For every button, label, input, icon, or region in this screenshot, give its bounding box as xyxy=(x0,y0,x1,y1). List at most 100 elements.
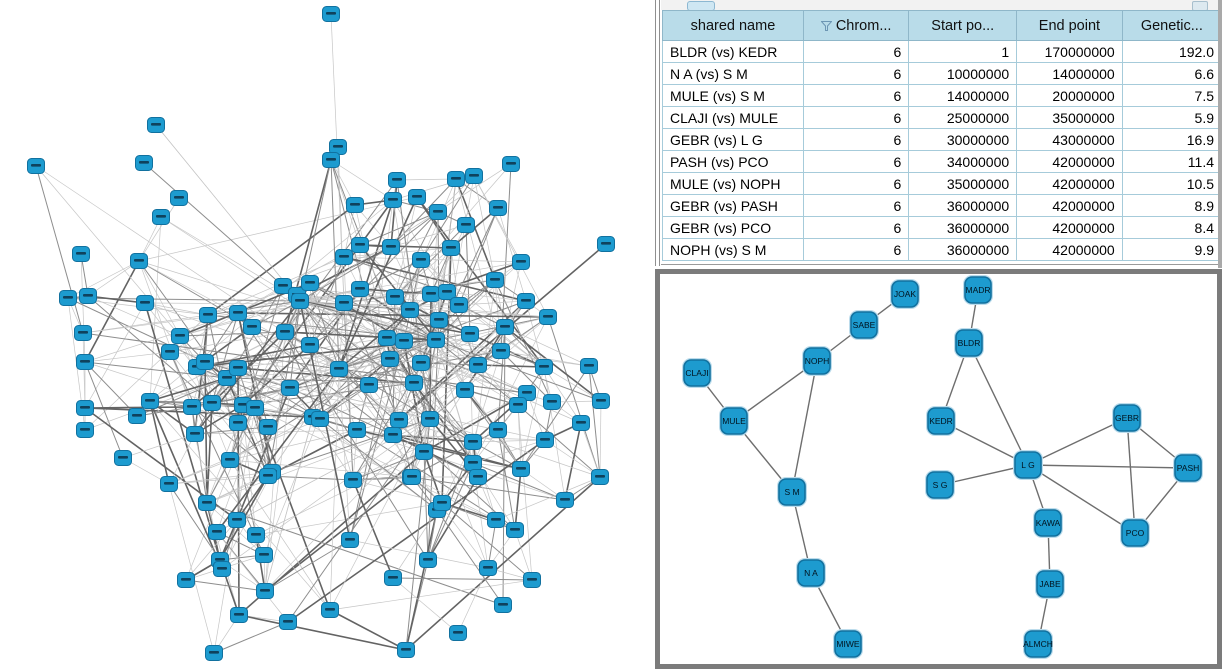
network-node[interactable] xyxy=(494,597,512,613)
graph-node-bldr[interactable]: BLDR xyxy=(954,328,984,358)
network-node[interactable] xyxy=(74,325,92,341)
table-cell[interactable]: 6 xyxy=(802,172,910,195)
network-node[interactable] xyxy=(572,415,590,431)
network-edge[interactable] xyxy=(136,406,193,417)
network-edge[interactable] xyxy=(427,509,438,561)
network-edge[interactable] xyxy=(185,579,266,592)
table-row[interactable]: GEBR (vs) L G 6 30000000 43000000 16.9 xyxy=(662,128,1222,151)
network-edge[interactable] xyxy=(473,175,549,318)
subnetwork-edge[interactable] xyxy=(1126,417,1136,534)
table-cell[interactable]: 8.4 xyxy=(1121,216,1222,239)
network-node[interactable] xyxy=(171,328,189,344)
network-edge[interactable] xyxy=(338,368,528,394)
network-node[interactable] xyxy=(246,400,264,416)
network-edge[interactable] xyxy=(196,366,321,420)
network-node[interactable] xyxy=(469,469,487,485)
network-edge[interactable] xyxy=(343,204,356,258)
network-edge[interactable] xyxy=(564,422,582,501)
network-edge[interactable] xyxy=(185,519,238,581)
network-node[interactable] xyxy=(322,152,340,168)
network-edge[interactable] xyxy=(299,300,474,443)
network-node[interactable] xyxy=(259,419,277,435)
graph-node-jabe[interactable]: JABE xyxy=(1035,569,1065,599)
network-edge[interactable] xyxy=(580,422,601,478)
network-node[interactable] xyxy=(430,312,448,328)
table-cell[interactable]: GEBR (vs) PASH xyxy=(662,194,804,217)
network-edge[interactable] xyxy=(352,479,394,579)
network-edge[interactable] xyxy=(299,300,358,431)
network-node[interactable] xyxy=(381,351,399,367)
network-edge[interactable] xyxy=(389,358,400,421)
table-cell[interactable]: N A (vs) S M xyxy=(662,62,804,85)
network-node[interactable] xyxy=(329,139,347,155)
network-edge[interactable] xyxy=(517,404,601,478)
network-node[interactable] xyxy=(419,552,437,568)
network-edge[interactable] xyxy=(500,350,553,403)
table-cell[interactable]: 42000000 xyxy=(1016,194,1123,217)
network-edge[interactable] xyxy=(284,331,429,561)
table-cell[interactable]: 6 xyxy=(802,238,910,261)
network-edge[interactable] xyxy=(435,316,549,341)
network-node[interactable] xyxy=(256,583,274,599)
network-edge[interactable] xyxy=(284,331,321,420)
network-node[interactable] xyxy=(229,360,247,376)
network-edge[interactable] xyxy=(84,302,146,409)
table-cell[interactable]: NOPH (vs) S M xyxy=(662,238,804,261)
network-edge[interactable] xyxy=(207,204,356,316)
network-edge[interactable] xyxy=(169,351,193,408)
network-edge[interactable] xyxy=(299,300,502,352)
network-edge[interactable] xyxy=(229,459,413,478)
network-node[interactable] xyxy=(390,412,408,428)
network-node[interactable] xyxy=(408,189,426,205)
graph-node-joak[interactable]: JOAK xyxy=(890,279,920,309)
network-edge[interactable] xyxy=(410,476,566,501)
network-edge[interactable] xyxy=(420,175,475,261)
table-cell[interactable]: 6.6 xyxy=(1121,62,1222,85)
network-edge[interactable] xyxy=(207,300,301,316)
table-cell[interactable]: MULE (vs) NOPH xyxy=(662,172,804,195)
network-edge[interactable] xyxy=(213,407,256,654)
graph-node-kawa[interactable]: KAWA xyxy=(1033,508,1063,538)
table-cell[interactable]: 14000000 xyxy=(1016,62,1123,85)
table-row[interactable]: N A (vs) S M 6 10000000 14000000 6.6 xyxy=(662,62,1222,85)
network-node[interactable] xyxy=(512,254,530,270)
network-node[interactable] xyxy=(281,380,299,396)
network-edge[interactable] xyxy=(204,361,291,389)
network-node[interactable] xyxy=(422,286,440,302)
network-node[interactable] xyxy=(170,190,188,206)
network-node[interactable] xyxy=(415,444,433,460)
graph-node-sm[interactable]: S M xyxy=(777,477,807,507)
network-edge[interactable] xyxy=(84,260,140,363)
graph-node-claji[interactable]: CLAJI xyxy=(682,358,712,388)
network-node[interactable] xyxy=(135,155,153,171)
network-node[interactable] xyxy=(518,385,536,401)
network-edge[interactable] xyxy=(436,509,504,606)
network-edge[interactable] xyxy=(80,253,86,363)
network-edge[interactable] xyxy=(168,433,196,485)
network-node[interactable] xyxy=(322,6,340,22)
network-node[interactable] xyxy=(489,200,507,216)
network-edge[interactable] xyxy=(299,288,361,302)
network-node[interactable] xyxy=(335,249,353,265)
network-edge[interactable] xyxy=(191,406,273,473)
table-cell[interactable]: 5.9 xyxy=(1121,106,1222,129)
network-edge[interactable] xyxy=(299,163,512,302)
network-node[interactable] xyxy=(76,354,94,370)
subnetwork-edge[interactable] xyxy=(791,360,818,493)
network-edge[interactable] xyxy=(149,400,223,570)
network-edge[interactable] xyxy=(299,300,437,341)
table-cell[interactable]: 35000000 xyxy=(908,172,1018,195)
network-edge[interactable] xyxy=(514,468,522,531)
subnetwork-edge[interactable] xyxy=(1027,464,1136,534)
network-edge[interactable] xyxy=(138,197,180,262)
network-edge[interactable] xyxy=(138,196,418,262)
network-edge[interactable] xyxy=(179,331,286,337)
network-edge[interactable] xyxy=(296,294,388,339)
network-edge[interactable] xyxy=(149,400,170,485)
network-node[interactable] xyxy=(279,614,297,630)
table-row[interactable]: MULE (vs) NOPH 6 35000000 42000000 10.5 xyxy=(662,172,1222,195)
network-node[interactable] xyxy=(489,422,507,438)
network-node[interactable] xyxy=(152,209,170,225)
network-edge[interactable] xyxy=(82,332,340,370)
network-edge[interactable] xyxy=(237,367,273,473)
